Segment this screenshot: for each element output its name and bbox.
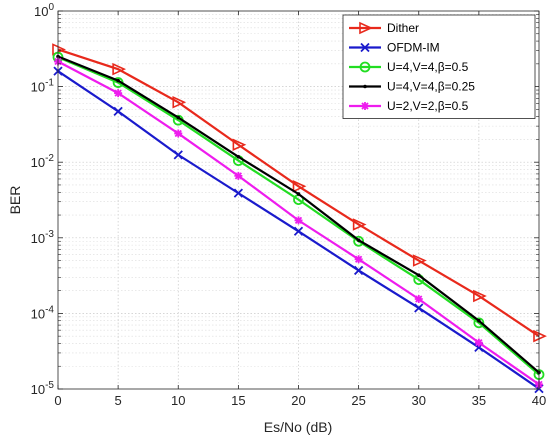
point-marker bbox=[353, 235, 365, 247]
point-marker bbox=[352, 218, 367, 231]
y-tick-label: 10-1 bbox=[31, 78, 55, 95]
point-marker bbox=[473, 289, 487, 303]
legend-item-3: U=4,V=4,β=0.25 bbox=[349, 80, 475, 94]
point-marker bbox=[176, 115, 181, 120]
point-marker bbox=[412, 254, 427, 267]
legend-item-1: OFDM-IM bbox=[349, 41, 440, 55]
y-tick-label: 100 bbox=[34, 2, 54, 19]
point-marker bbox=[359, 21, 373, 35]
point-marker bbox=[356, 238, 361, 242]
point-marker bbox=[353, 265, 364, 276]
y-tick-label: 10-3 bbox=[31, 229, 55, 246]
point-marker bbox=[414, 303, 424, 313]
point-marker bbox=[292, 180, 307, 193]
point-marker bbox=[360, 42, 370, 53]
point-marker bbox=[113, 106, 123, 117]
legend-label: U=4,V=4,β=0.5 bbox=[387, 60, 469, 74]
point-marker bbox=[473, 317, 485, 329]
y-axis-title: BER bbox=[7, 186, 23, 215]
point-marker bbox=[173, 150, 183, 160]
series-line bbox=[57, 56, 540, 376]
legend-label: U=4,V=4,β=0.25 bbox=[387, 80, 475, 94]
legend-item-4: U=2,V=2,β=0.5 bbox=[349, 99, 469, 113]
point-marker bbox=[114, 89, 123, 98]
point-marker bbox=[363, 84, 367, 89]
point-marker bbox=[533, 329, 547, 343]
x-tick-label: 15 bbox=[231, 393, 245, 408]
point-marker bbox=[116, 78, 120, 83]
point-marker bbox=[361, 102, 369, 110]
point-marker bbox=[174, 129, 183, 138]
point-marker bbox=[234, 171, 243, 180]
legend-label: U=2,V=2,β=0.5 bbox=[387, 99, 469, 113]
point-marker bbox=[354, 255, 363, 264]
legend: Dither OFDM-IM U=4,V=4,β=0.5 U=4,V=4,β=0.25… bbox=[342, 14, 536, 119]
point-marker bbox=[477, 318, 481, 323]
x-tick-label: 25 bbox=[351, 393, 365, 408]
x-tick-label: 10 bbox=[171, 393, 185, 408]
point-marker bbox=[474, 338, 483, 347]
series-line bbox=[57, 48, 540, 338]
x-tick-label: 0 bbox=[54, 393, 61, 408]
point-marker bbox=[172, 96, 187, 109]
point-marker bbox=[236, 154, 241, 159]
legend-label: Dither bbox=[387, 21, 419, 35]
grid bbox=[58, 11, 539, 389]
legend-label: OFDM-IM bbox=[387, 41, 440, 55]
x-tick-label: 35 bbox=[472, 393, 486, 408]
series-0 bbox=[52, 43, 547, 343]
series-3 bbox=[56, 54, 541, 375]
point-marker bbox=[294, 216, 303, 225]
point-marker bbox=[416, 273, 421, 278]
point-marker bbox=[296, 192, 301, 196]
x-tick-label: 40 bbox=[532, 393, 546, 408]
point-marker bbox=[359, 61, 371, 73]
point-marker bbox=[293, 226, 304, 236]
legend-item-0: Dither bbox=[349, 21, 419, 35]
ticks: 0 5 10 15 20 25 30 35 40 10-5 10-4 10-3 10-2 10-1 100 bbox=[31, 2, 547, 408]
x-axis-title: Es/No (dB) bbox=[264, 419, 332, 435]
point-marker bbox=[232, 138, 247, 152]
x-tick-label: 30 bbox=[412, 393, 426, 408]
y-tick-label: 10-4 bbox=[31, 304, 55, 321]
point-marker bbox=[414, 295, 423, 304]
series-layer bbox=[52, 43, 547, 394]
x-tick-label: 5 bbox=[115, 393, 122, 408]
y-tick-label: 10-5 bbox=[31, 380, 55, 397]
point-marker bbox=[112, 62, 127, 76]
legend-item-2: U=4,V=4,β=0.5 bbox=[349, 60, 469, 74]
point-marker bbox=[233, 188, 244, 198]
x-tick-label: 20 bbox=[291, 393, 305, 408]
y-tick-label: 10-2 bbox=[31, 153, 55, 170]
